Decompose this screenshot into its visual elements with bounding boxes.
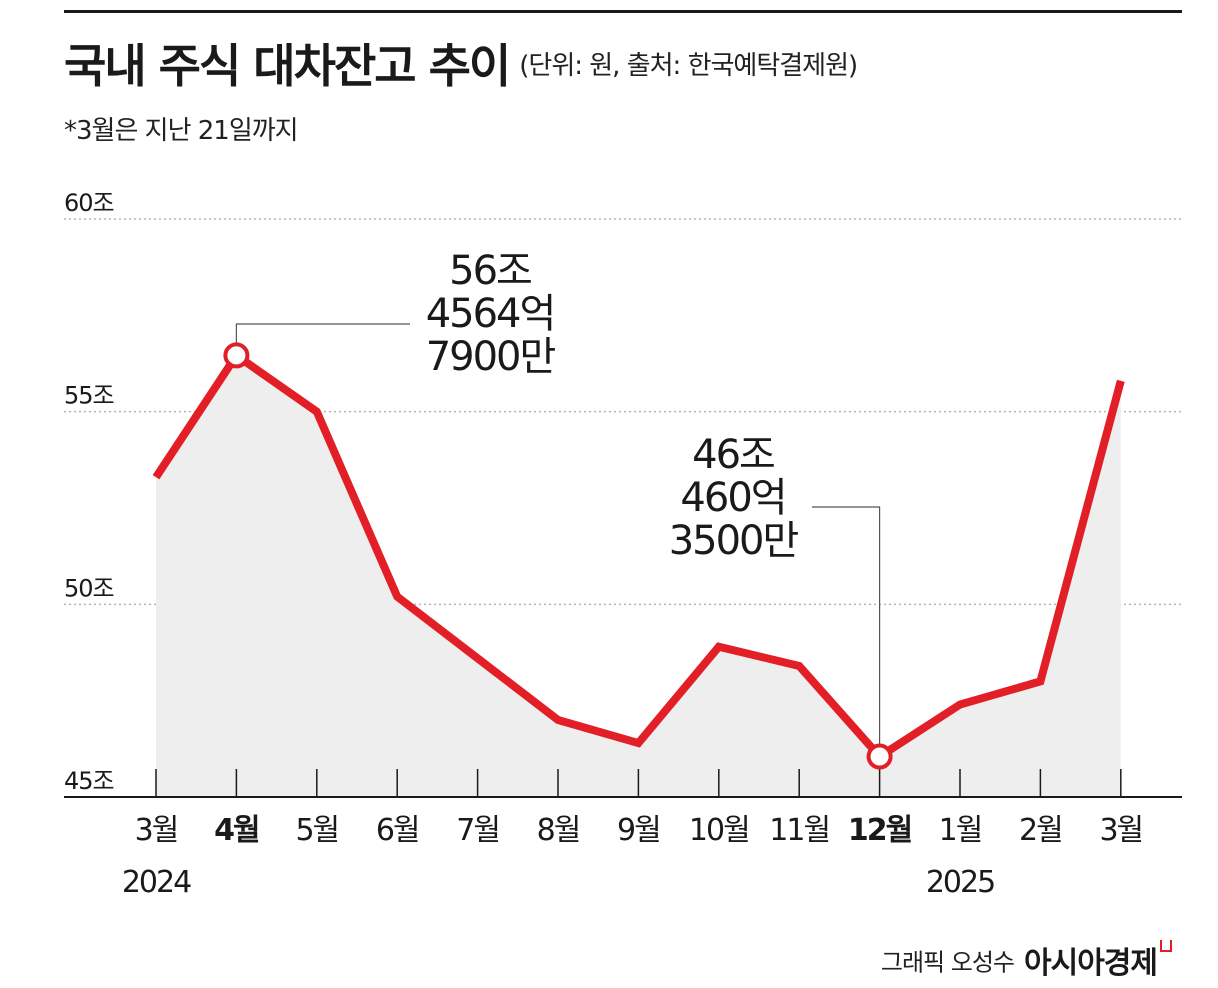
x-tick-label: 11월 [769,813,829,848]
annotation-label: 4564억 [426,291,555,337]
annotation-leader [812,506,881,745]
line-layer [152,342,1125,770]
area-fill [156,355,1121,797]
footer: 그래픽 오성수 아시아경제 [881,938,1172,982]
area-layer [156,355,1121,797]
x-tick-label: 4월 [214,813,259,848]
highlight-point [223,342,250,369]
x-tick-label: 1월 [939,813,982,848]
y-tick-label: 45조 [64,767,114,795]
footnote: *3월은 지난 21일까지 [64,116,299,146]
x-tick-label: 3월 [135,813,178,848]
annotation-label: 7900만 [426,334,556,380]
annotation-label: 3500만 [669,518,799,564]
x-tick-label: 12월 [848,813,912,848]
page-title: 국내 주식 대차잔고 추이 [64,39,511,93]
y-tick-label: 55조 [64,382,114,410]
x-tick-label: 6월 [376,813,419,848]
x-tick-label: 5월 [295,813,338,848]
highlight-point [866,743,893,770]
series-line [152,349,1125,762]
x-tick-label: 8월 [537,813,580,848]
annotation-label: 56조 [449,248,531,294]
x-tick-label: 2월 [1019,813,1062,848]
y-tick-label: 60조 [64,189,114,217]
x-tick-label: 3월 [1099,813,1142,848]
brand-logo: 아시아경제 [1024,946,1158,981]
annotation-label: 460억 [680,475,785,521]
label-layer: 45조 50조 55조 60조 3월 4월 5월 6월 7월 8월 9월 10월 11월 12월 1월 2월 3… [64,189,1144,900]
graphic-credit: 그래픽 오성수 [880,948,1015,977]
x-tick-label: 9월 [617,813,660,848]
top-rule [64,10,1182,13]
x-tick-label: 10월 [689,813,749,848]
annotation-label: 46조 [692,432,774,478]
y-tick-label: 50조 [64,574,114,602]
x-tick-label: 7월 [456,813,499,848]
axis-layer [64,769,1182,798]
brand-mark-icon [1160,940,1172,952]
unit-note: (단위: 원, 출처: 한국예탁결제원) [519,50,858,81]
header: 국내 주식 대차잔고 추이 (단위: 원, 출처: 한국예탁결제원) [64,30,858,96]
annotation-leader [235,323,410,344]
year-label: 2025 [926,865,994,900]
year-label: 2024 [122,865,191,900]
